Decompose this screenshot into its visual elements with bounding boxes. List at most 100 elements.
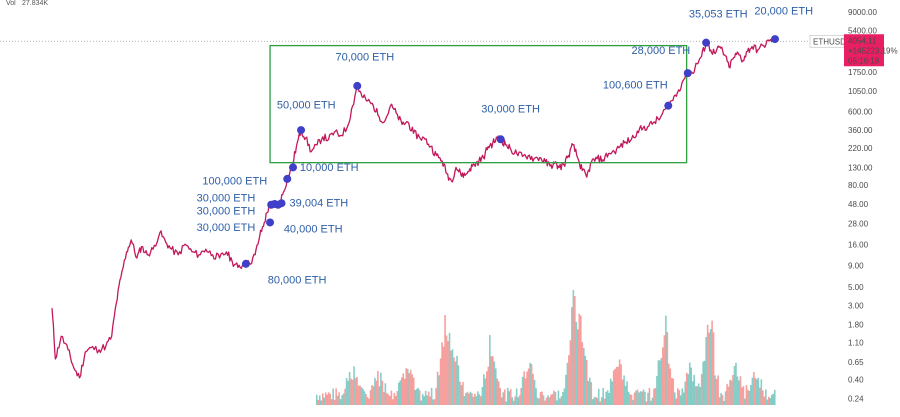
y-tick-label: 1750.00	[848, 68, 877, 77]
volume-bar	[348, 371, 351, 405]
marker-label: 30,000 ETH	[197, 193, 256, 205]
volume-bar	[494, 368, 497, 405]
volume-bar	[694, 386, 697, 405]
volume-bar	[427, 391, 430, 405]
marker-label: 50,000 ETH	[277, 99, 336, 111]
volume-bar	[720, 393, 722, 405]
volume-bar	[569, 340, 572, 405]
volume-bar	[612, 370, 615, 405]
volume-bar	[684, 381, 687, 405]
volume-bar	[371, 385, 373, 405]
volume-bar	[654, 387, 657, 405]
y-tick-label: 1.80	[848, 320, 864, 329]
volume-bar	[581, 342, 584, 405]
volume-bar	[585, 360, 588, 405]
volume-bar	[762, 390, 764, 405]
volume-bar	[520, 387, 522, 405]
y-tick-label: 28.00	[848, 220, 869, 229]
volume-bar	[393, 392, 396, 405]
volume-bar	[642, 389, 645, 405]
volume-bar	[377, 371, 379, 405]
volume-bar	[672, 378, 675, 405]
volume-bar	[711, 320, 713, 405]
volume-bar	[435, 387, 437, 405]
volume-bar	[688, 362, 691, 405]
volume-bar	[723, 400, 725, 405]
volume-bar	[399, 380, 402, 405]
volume-bar	[727, 386, 730, 405]
volume-bar	[515, 388, 518, 405]
volume-value: 27.834K	[22, 0, 48, 7]
volume-bar	[765, 389, 767, 405]
y-tick-label: 9000.00	[848, 8, 877, 17]
volume-bar	[415, 388, 418, 405]
volume-bar	[551, 393, 554, 405]
volume-bar	[702, 361, 704, 405]
volume-bar	[414, 390, 417, 405]
volume-bar	[605, 391, 607, 405]
volume-bar	[317, 399, 320, 405]
volume-bar	[530, 363, 533, 405]
volume-bar	[436, 371, 439, 405]
volume-bar	[460, 385, 463, 405]
volume-bar	[320, 400, 323, 405]
volume-bar	[638, 392, 640, 405]
y-tick-label: 600.00	[848, 107, 873, 116]
volume-bar	[347, 380, 349, 405]
volume-bar	[398, 382, 400, 405]
volume-bar	[653, 388, 655, 405]
volume-bar	[632, 399, 634, 405]
marker-point	[297, 126, 306, 135]
volume-bar	[609, 378, 612, 405]
price-axis[interactable]: 9000.005400.002900.001750.001050.00600.0…	[848, 8, 877, 403]
volume-bar	[690, 367, 693, 405]
volume-bar	[733, 365, 736, 405]
price-badge-change: +145223.19%	[848, 46, 898, 55]
volume-bar	[496, 378, 499, 405]
volume-bar	[332, 388, 334, 405]
volume-bar	[374, 377, 376, 405]
volume-bar	[499, 388, 502, 405]
marker-label: 20,000 ETH	[754, 6, 813, 18]
volume-bar	[532, 373, 534, 405]
volume-bar	[681, 388, 684, 405]
y-tick-label: 1.10	[848, 338, 864, 347]
price-badge-last-price: 4054.11	[848, 36, 877, 45]
volume-bar	[360, 387, 363, 405]
volume-bar	[556, 400, 558, 405]
volume-bar	[647, 392, 649, 405]
volume-bar	[472, 396, 475, 405]
volume-bar	[656, 375, 658, 405]
volume-bar	[506, 387, 509, 405]
volume-bar	[318, 395, 321, 405]
volume-bar	[483, 374, 485, 405]
y-tick-label: 80.00	[848, 181, 869, 190]
volume-bar	[503, 389, 506, 405]
volume-bar	[392, 399, 394, 405]
volume-bar	[717, 375, 719, 405]
volume-bar	[454, 361, 457, 405]
marker-point	[266, 218, 275, 227]
marker-point	[353, 81, 362, 90]
marker-layer	[241, 35, 779, 268]
volume-bar	[363, 391, 366, 405]
price-line	[51, 36, 776, 379]
volume-bar	[590, 382, 593, 405]
y-tick-label: 16.00	[848, 240, 869, 249]
volume-bar	[466, 391, 469, 405]
volume-bar	[409, 369, 412, 405]
volume-bar	[517, 397, 519, 405]
volume-bar	[512, 400, 515, 405]
marker-label: 28,000 ETH	[632, 45, 691, 57]
volume-bar	[368, 398, 370, 405]
volume-bar	[403, 378, 406, 405]
volume-bar	[550, 394, 552, 405]
volume-bar	[469, 391, 472, 405]
highlight-box-layer	[269, 44, 688, 164]
marker-point	[771, 35, 779, 44]
volume-bar	[591, 399, 594, 405]
volume-bar	[390, 390, 393, 405]
y-tick-label: 0.40	[848, 376, 864, 385]
marker-label: 35,053 ETH	[689, 9, 748, 21]
volume-bar	[574, 296, 576, 405]
